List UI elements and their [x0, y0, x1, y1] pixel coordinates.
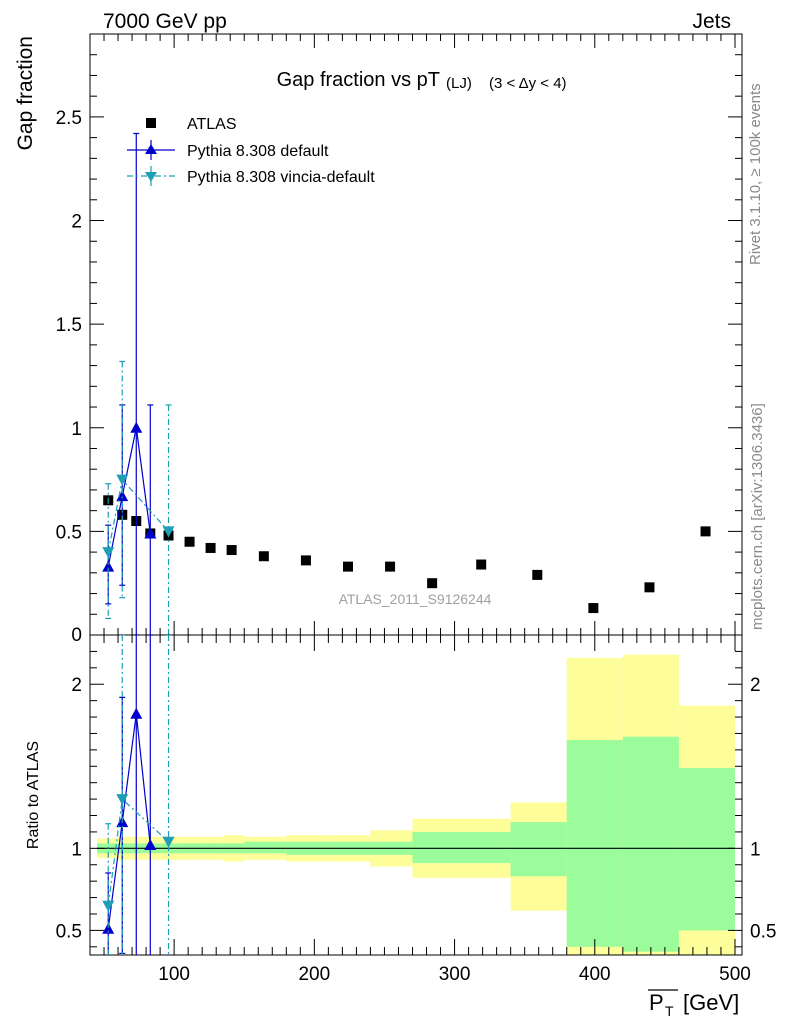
- atlas-point: [644, 582, 655, 593]
- ratio-x-tick-label: 500: [719, 964, 751, 985]
- ratio-marks: [102, 635, 175, 955]
- legend-marker-atlas: [146, 118, 156, 128]
- ratio-y-ticks: 0.5 0.5 1 1 2 2: [56, 650, 776, 948]
- x-axis-label: P T [GeV]: [648, 989, 739, 1019]
- atlas-point: [300, 555, 311, 566]
- ratio-y-tick-label-left: 2: [71, 675, 82, 696]
- default-main-point: [130, 421, 143, 433]
- main-y-tick-label: 1: [71, 419, 82, 440]
- default-main-line: [107, 427, 151, 567]
- ratio-band-inner: [566, 740, 623, 947]
- ratio-y-axis-label: Ratio to ATLAS: [25, 741, 42, 849]
- ratio-band-inner: [244, 841, 287, 854]
- ratio-y-tick-label-right: 1: [750, 839, 761, 860]
- x-axis-label-sub: T: [665, 1003, 674, 1019]
- main-y-tick-label: 2: [71, 212, 82, 233]
- chart-title-range: (3 < Δy < 4): [489, 75, 567, 92]
- vincia-main-point: [162, 526, 175, 538]
- atlas-point: [184, 536, 195, 547]
- chart-title: Gap fraction vs pT: [277, 69, 440, 91]
- ratio-y-tick-label-left: 0.5: [56, 921, 82, 942]
- ratio-x-tick-label: 400: [579, 964, 611, 985]
- main-x-ticks: [103, 34, 736, 635]
- ratio-band-inner: [412, 831, 511, 864]
- ratio-band-inner: [622, 736, 679, 952]
- vincia-ratio-point: [162, 836, 175, 848]
- ratio-y-tick-label-left: 1: [71, 839, 82, 860]
- main-y-tick-label-min: 0: [71, 625, 82, 646]
- rivet-label: Rivet 3.1.10, ≥ 100k events: [747, 83, 764, 265]
- atlas-point: [700, 526, 711, 537]
- atlas-point: [258, 551, 269, 562]
- atlas-point: [476, 559, 487, 570]
- vincia-main-point: [116, 474, 129, 486]
- default-main-point: [102, 560, 115, 572]
- ratio-y-tick-label-right: 2: [750, 675, 761, 696]
- main-y-axis-label: Gap fraction: [14, 36, 37, 150]
- atlas-point: [226, 545, 237, 556]
- ratio-x-tick-label: 300: [439, 964, 471, 985]
- default-ratio-point: [130, 707, 143, 719]
- main-marks: [102, 132, 711, 635]
- main-y-tick-label: 2.5: [56, 108, 82, 129]
- atlas-point: [532, 569, 543, 580]
- main-panel: 0.5 1 1.5 2 2.5 0 Gap fraction Gap fraction v…: [14, 33, 743, 646]
- vincia-ratio-point: [116, 794, 129, 806]
- legend-marker-default: [145, 144, 157, 154]
- ratio-x-tick-label: 200: [298, 964, 330, 985]
- legend-label-vincia: Pythia 8.308 vincia-default: [187, 169, 375, 186]
- x-axis-label-main: P: [649, 990, 664, 1015]
- legend: ATLAS Pythia 8.308 default Pythia 8.308 …: [127, 116, 375, 186]
- ratio-x-ticks: 100 200 300 400 500: [103, 635, 751, 985]
- ratio-x-tick-label: 100: [158, 964, 190, 985]
- watermark-label: ATLAS_2011_S9126244: [339, 591, 492, 607]
- ratio-plot-frame: [89, 634, 743, 956]
- legend-marker-vincia: [145, 172, 157, 182]
- ratio-y-tick-label-right: 0.5: [750, 921, 776, 942]
- ratio-band-inner: [678, 767, 735, 931]
- vincia-main-point: [102, 547, 115, 559]
- default-ratio-point: [144, 839, 157, 851]
- legend-label-atlas: ATLAS: [187, 116, 237, 133]
- atlas-point: [205, 542, 216, 553]
- ratio-panel: 0.5 0.5 1 1 2 2 100 200 300 400 500 Ratio to ATLA…: [25, 634, 776, 1019]
- atlas-point: [588, 603, 599, 614]
- mcplots-label: mcplots.cern.ch [arXiv:1306.3436]: [749, 403, 766, 630]
- default-main-point: [116, 490, 129, 502]
- main-y-tick-label: 1.5: [56, 315, 82, 336]
- default-main-point: [144, 527, 157, 539]
- header-process-label: Jets: [692, 10, 731, 33]
- ratio-bands: [97, 654, 735, 955]
- x-axis-label-unit: [GeV]: [683, 990, 739, 1015]
- atlas-point: [342, 561, 353, 572]
- main-y-ticks: 0.5 1 1.5 2 2.5 0: [56, 54, 742, 646]
- ratio-band-inner: [510, 822, 567, 877]
- vincia-ratio-point: [102, 900, 115, 912]
- default-ratio-point: [102, 922, 115, 934]
- atlas-point: [427, 578, 438, 589]
- atlas-point: [385, 561, 396, 572]
- chart-title-sub: (LJ): [446, 75, 472, 92]
- main-y-tick-label: 0.5: [56, 522, 82, 543]
- header-energy-label: 7000 GeV pp: [103, 10, 227, 33]
- chart-title-main: Gap fraction vs pT: [277, 69, 440, 91]
- default-ratio-line: [107, 713, 151, 929]
- legend-label-default: Pythia 8.308 default: [187, 143, 329, 160]
